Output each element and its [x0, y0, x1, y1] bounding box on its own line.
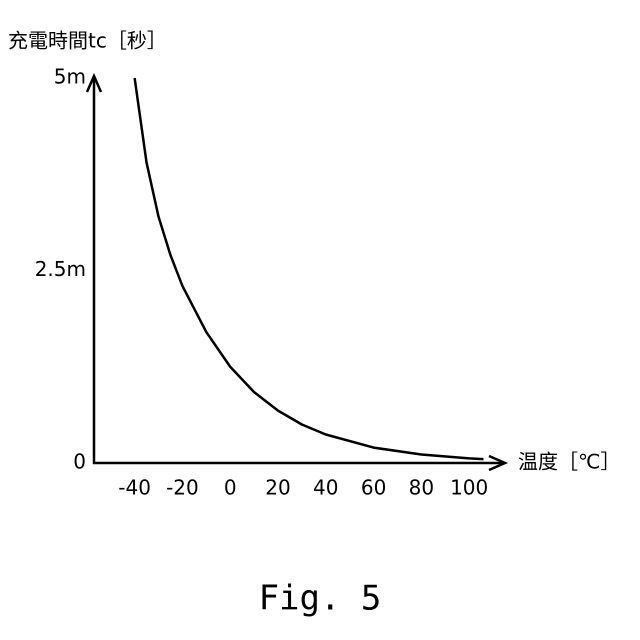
- y-tick-label: 2.5m: [35, 257, 86, 281]
- x-tick-label: 20: [265, 476, 290, 500]
- caption: Fig. 5: [259, 579, 382, 619]
- page: 充電時間tc［秒］ 温度［℃］ Fig. 5 0 2.5m 5m -40 -20 0 20 4…: [0, 0, 640, 640]
- x-tick-label: -20: [166, 476, 199, 500]
- x-tick-label: 40: [313, 476, 338, 500]
- x-tick-label: 60: [361, 476, 386, 500]
- chart: 充電時間tc［秒］ 温度［℃］ Fig. 5 0 2.5m 5m -40 -20 0 20 4…: [0, 0, 640, 640]
- curve: [135, 78, 484, 459]
- x-tick-label: -40: [118, 476, 151, 500]
- y-tick-label: 0: [73, 450, 86, 474]
- y-tick-label: 5m: [54, 65, 86, 89]
- x-tick-label: 80: [409, 476, 434, 500]
- x-tick-label: 0: [224, 476, 237, 500]
- x-axis-label: 温度［℃］: [518, 450, 620, 474]
- x-tick-label: 100: [450, 476, 488, 500]
- y-axis-label: 充電時間tc［秒］: [8, 29, 167, 53]
